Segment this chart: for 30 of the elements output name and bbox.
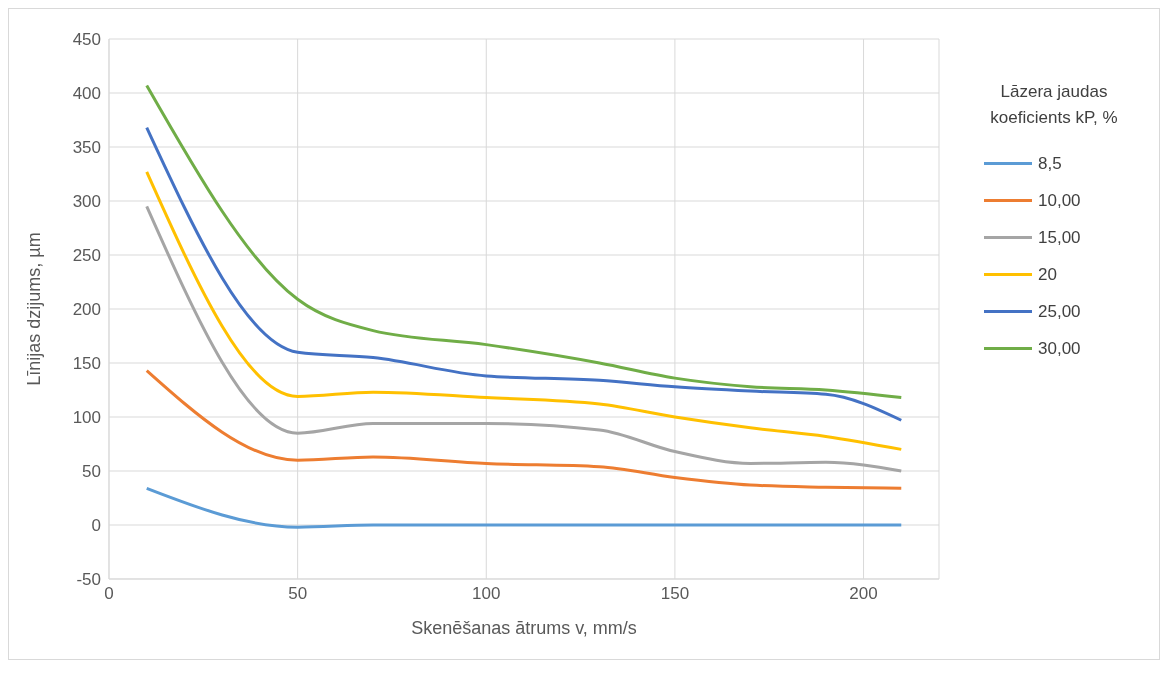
y-tick-label: -50 [76, 570, 101, 590]
line-series [145, 369, 903, 490]
line-series [145, 83, 903, 400]
line-series [145, 170, 903, 451]
y-tick-label: 100 [72, 408, 101, 428]
y-tick-label: 300 [72, 192, 101, 212]
x-tick-label: 200 [849, 584, 878, 604]
y-tick-label: 200 [72, 300, 101, 320]
line-series [145, 126, 903, 422]
x-tick-label: 50 [288, 584, 308, 604]
y-tick-label: 50 [82, 462, 101, 482]
legend-label: 15,00 [1038, 227, 1081, 248]
legend-title: Lāzera jaudas koeficients kP, % [989, 81, 1119, 129]
line-series [145, 204, 903, 473]
y-tick-label: 400 [72, 84, 101, 104]
legend-label: 8,5 [1038, 153, 1062, 174]
x-axis-title: Skenēšanas ātrums v, mm/s [411, 618, 637, 638]
legend-label: 10,00 [1038, 190, 1081, 211]
y-tick-label: 350 [72, 138, 101, 158]
x-tick-label: 150 [660, 584, 690, 604]
y-tick-label: 150 [72, 354, 101, 374]
legend-label: 25,00 [1038, 301, 1081, 322]
y-tick-label: 450 [72, 30, 101, 50]
y-axis-title: Līnijas dzijums, µm [24, 232, 45, 386]
legend-label: 30,00 [1038, 338, 1081, 359]
x-tick-label: 0 [104, 584, 114, 604]
legend-label: 20 [1038, 264, 1057, 285]
y-tick-label: 250 [72, 246, 101, 266]
y-tick-label: 0 [91, 516, 101, 536]
x-tick-label: 100 [472, 584, 501, 604]
